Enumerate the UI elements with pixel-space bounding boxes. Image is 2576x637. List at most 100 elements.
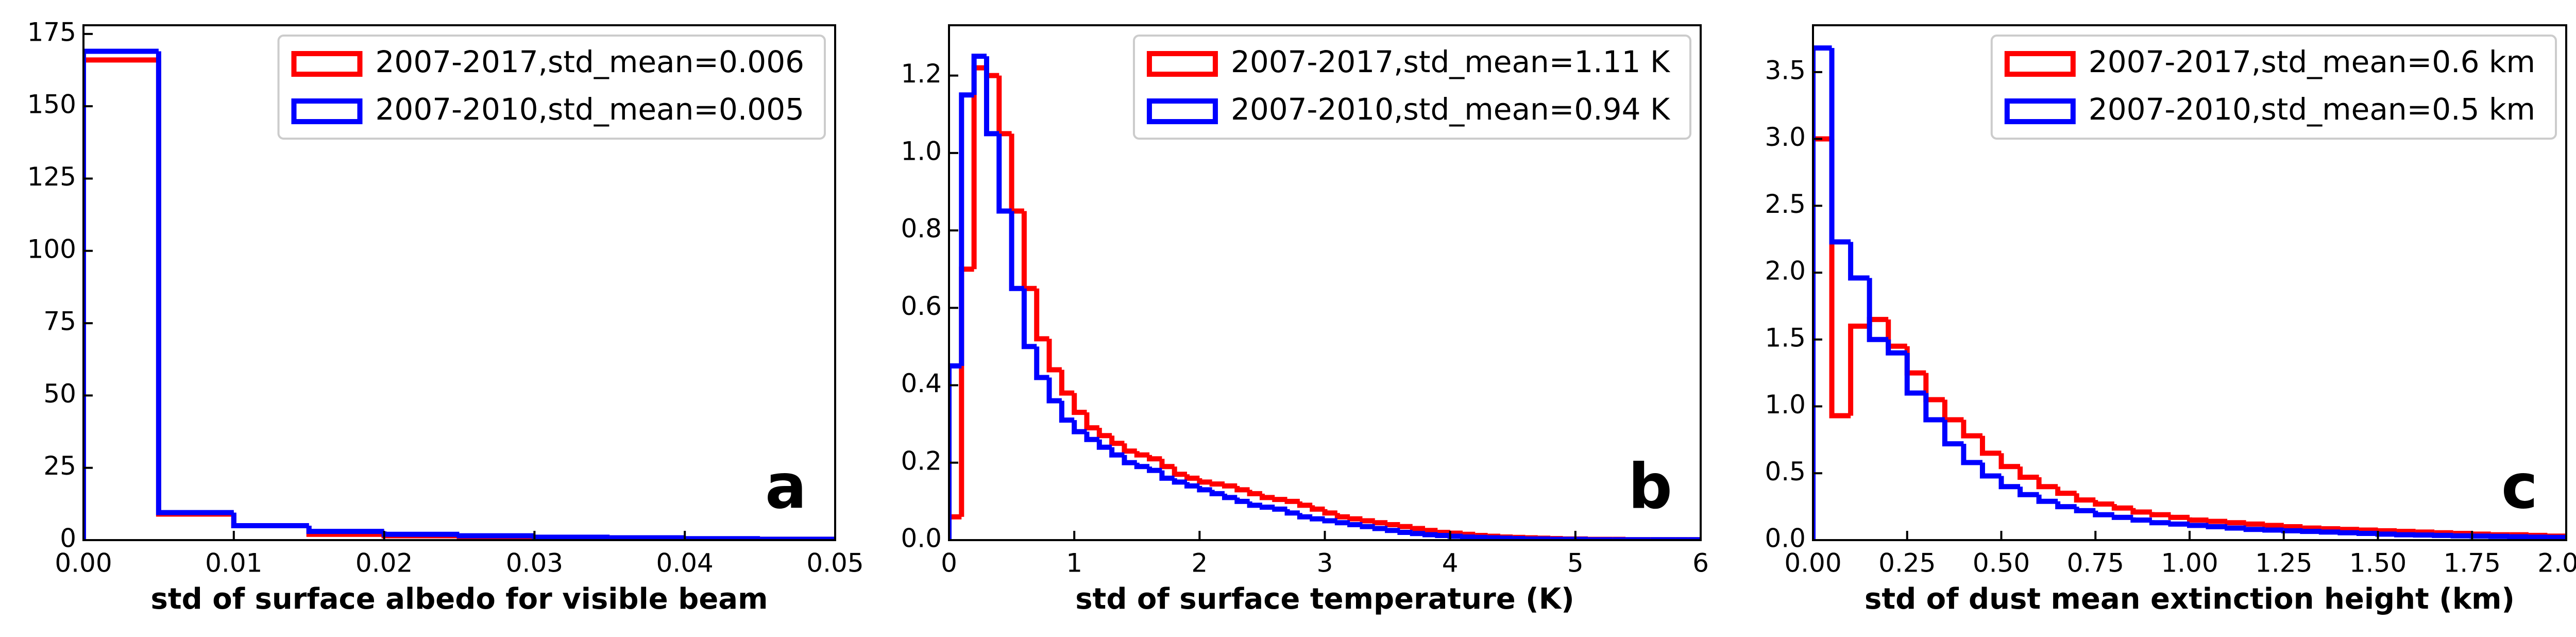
histogram-step <box>2093 500 2114 507</box>
histogram-step <box>1410 526 1426 531</box>
x-axis-label: std of dust mean extinction height (km) <box>1865 582 2515 616</box>
legend-swatch <box>291 51 363 77</box>
histogram-step <box>1385 528 1400 533</box>
x-tick-label: 0.01 <box>205 548 262 578</box>
histogram-step <box>1034 346 1049 380</box>
histogram-step <box>1510 536 1526 540</box>
histogram-step <box>1297 501 1313 508</box>
histogram-step <box>1134 451 1150 458</box>
histogram-step <box>1334 520 1350 526</box>
histogram-step <box>682 536 760 540</box>
histogram-step <box>1961 444 1982 465</box>
histogram-step <box>1347 516 1363 522</box>
histogram-step <box>1435 532 1450 538</box>
x-axis-label: std of surface albedo for visible beam <box>151 582 768 616</box>
histogram-step <box>1422 532 1438 538</box>
histogram-step <box>2281 528 2303 533</box>
histogram-step <box>2526 534 2548 540</box>
legend: 2007-2017,std_mean=0.006 2007-2010,std_me… <box>277 35 826 140</box>
x-tick-label: 5 <box>1567 548 1584 578</box>
histogram-step <box>1059 370 1075 396</box>
histogram-step <box>231 512 309 528</box>
histogram-step <box>2168 514 2190 520</box>
histogram-step <box>2149 520 2171 526</box>
histogram-step <box>1829 48 1851 245</box>
histogram-step <box>1147 466 1162 473</box>
histogram-step <box>1234 497 1250 504</box>
histogram-step <box>1084 431 1099 442</box>
histogram-step <box>83 57 159 540</box>
x-tick-label: 1.75 <box>2444 548 2501 578</box>
histogram-step <box>1046 339 1062 373</box>
histogram-step <box>949 363 962 540</box>
histogram-step <box>1347 522 1363 527</box>
panel-label: a <box>765 451 807 523</box>
histogram-step <box>2074 493 2096 503</box>
legend-frame <box>277 35 826 140</box>
histogram-step <box>1134 462 1150 470</box>
histogram-step <box>1942 399 1964 423</box>
histogram-step <box>1372 526 1388 531</box>
histogram-step <box>1385 522 1400 527</box>
histogram-step <box>1998 476 2021 490</box>
histogram-step <box>1046 377 1062 404</box>
histogram-step <box>984 56 999 137</box>
x-tick-label: 4 <box>1442 548 1459 578</box>
histogram-step <box>1159 459 1175 470</box>
x-tick-label: 0 <box>941 548 957 578</box>
histogram-step <box>1961 420 1982 439</box>
y-tick-label: 1.5 <box>1765 323 1806 353</box>
histogram-step <box>1923 393 1945 423</box>
y-tick-label: 0.6 <box>901 291 942 321</box>
histogram-step <box>1372 520 1388 526</box>
plot-area <box>949 54 1701 540</box>
histogram-step <box>2055 501 2077 510</box>
histogram-step <box>1297 513 1313 519</box>
histogram-step <box>607 535 685 540</box>
histogram-step <box>2130 517 2152 523</box>
x-tick-label: 1.50 <box>2349 548 2406 578</box>
histogram-step <box>1021 288 1037 349</box>
x-tick-label: 1.25 <box>2255 548 2312 578</box>
y-tick-label: 0.0 <box>1765 524 1806 554</box>
histogram-step <box>2318 526 2341 531</box>
y-tick-label: 0 <box>60 524 76 554</box>
histogram-step <box>996 75 1012 137</box>
histogram-step <box>1072 393 1087 415</box>
histogram-step <box>1360 524 1375 529</box>
histogram-step <box>1460 531 1476 537</box>
y-tick-label: 75 <box>43 307 76 337</box>
y-tick-label: 50 <box>43 379 76 409</box>
histogram-step <box>1059 400 1075 423</box>
histogram-step <box>2018 487 2039 497</box>
histogram-step <box>2262 523 2284 528</box>
histogram-step <box>1034 288 1049 342</box>
histogram-step <box>1829 139 1851 418</box>
histogram-step <box>1310 516 1325 522</box>
histogram-step <box>1447 533 1463 539</box>
histogram-step <box>1172 466 1188 477</box>
plot-area <box>83 48 835 540</box>
x-tick-label: 1.00 <box>2161 548 2218 578</box>
y-tick-label: 125 <box>27 162 76 192</box>
histogram-step <box>1096 439 1112 450</box>
histogram-step <box>1886 319 1907 349</box>
panel: 0 1 2 3 4 5 6 0.0 0.2 0.4 0.6 0.8 1.0 1.2 std of surfa… <box>901 24 1709 616</box>
histogram-step <box>2450 533 2472 539</box>
histogram-step <box>2225 525 2246 531</box>
histogram-step <box>2111 504 2133 511</box>
x-tick-label: 2 <box>1191 548 1208 578</box>
legend-swatch <box>291 98 363 124</box>
histogram-step <box>83 48 159 540</box>
histogram-step <box>1435 529 1450 535</box>
histogram-step <box>1084 412 1099 431</box>
y-tick-label: 100 <box>27 234 76 264</box>
histogram-step <box>1310 505 1325 512</box>
histogram-step <box>1222 483 1238 489</box>
histogram-step <box>1209 481 1225 487</box>
histogram-step <box>156 60 234 517</box>
histogram-step <box>2375 531 2397 537</box>
x-tick-label: 0.00 <box>55 548 112 578</box>
histogram-step <box>2262 527 2284 533</box>
